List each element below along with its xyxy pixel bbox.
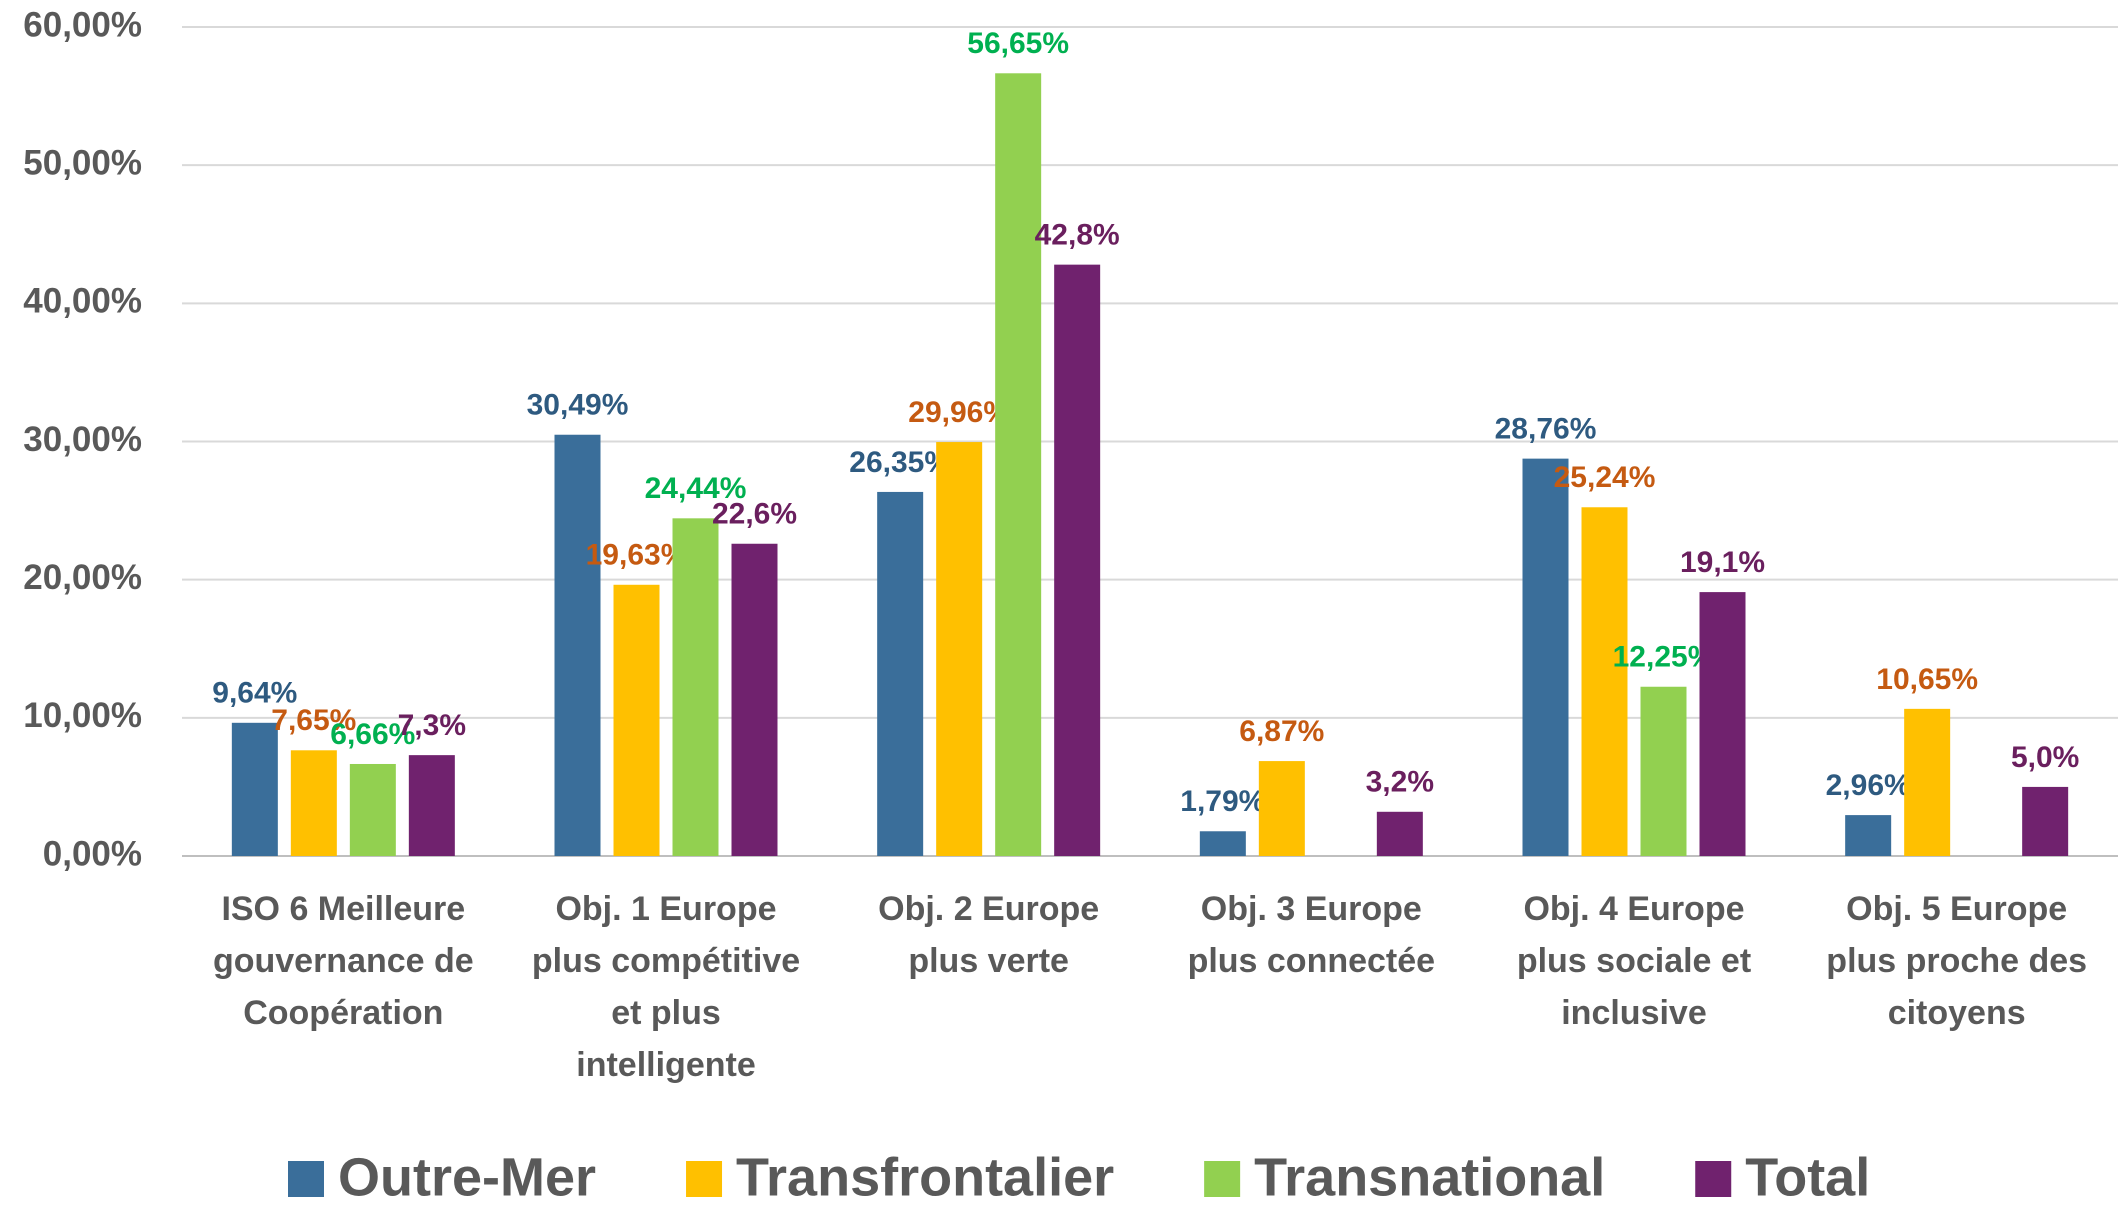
value-label: 29,96% <box>908 396 1010 429</box>
value-label: 12,25% <box>1613 641 1715 674</box>
legend-label: Transnational <box>1254 1147 1605 1206</box>
y-tick-label: 30,00% <box>23 420 142 459</box>
x-tick-label: Obj. 4 Europe plus sociale et inclusive <box>1517 890 1751 1032</box>
value-label: 6,66% <box>330 718 415 751</box>
bar <box>231 722 278 856</box>
y-tick-label: 20,00% <box>23 558 142 597</box>
legend-swatch <box>1695 1161 1732 1197</box>
value-label: 28,76% <box>1495 413 1597 446</box>
x-tick-label: Obj. 5 Europe plus proche des citoyens <box>1826 890 2087 1032</box>
bar <box>1054 264 1101 856</box>
value-label: 22,6% <box>712 498 797 531</box>
value-label: 19,1% <box>1680 546 1765 579</box>
bar <box>290 750 337 856</box>
y-tick-label: 50,00% <box>23 143 142 182</box>
legend-label: Outre-Mer <box>338 1147 596 1206</box>
bar <box>2022 786 2069 856</box>
bar <box>1258 761 1305 856</box>
y-tick-label: 10,00% <box>23 696 142 735</box>
bar <box>1199 831 1246 856</box>
value-label: 24,44% <box>645 472 747 505</box>
value-label: 9,64% <box>212 677 297 710</box>
bar <box>1845 815 1892 856</box>
bar <box>1581 507 1628 856</box>
bar <box>1522 458 1569 856</box>
value-label: 26,35% <box>849 446 951 479</box>
bar <box>672 518 719 856</box>
value-label: 42,8% <box>1035 219 1120 252</box>
bar <box>877 491 924 856</box>
bar <box>936 442 983 856</box>
value-label: 1,79% <box>1180 785 1265 818</box>
bar <box>554 434 601 856</box>
value-label: 25,24% <box>1554 461 1656 494</box>
legend-label: Total <box>1745 1147 1870 1206</box>
value-label: 10,65% <box>1876 663 1978 696</box>
bar <box>408 755 455 856</box>
bar <box>1904 708 1951 856</box>
legend-swatch <box>1204 1161 1241 1197</box>
legend-swatch <box>686 1161 723 1197</box>
y-tick-label: 60,00% <box>23 5 142 44</box>
legend-label: Transfrontalier <box>736 1147 1114 1206</box>
value-label: 56,65% <box>967 27 1069 60</box>
value-label: 7,65% <box>271 704 356 737</box>
bar <box>1699 592 1746 856</box>
y-tick-label: 0,00% <box>43 834 142 873</box>
x-tick-label: Obj. 1 Europe plus compétitive et plus inte… <box>532 890 800 1084</box>
x-tick-label: ISO 6 Meilleure gouvernance de Coopération <box>213 890 474 1032</box>
bar <box>349 763 396 856</box>
legend-swatch <box>288 1161 324 1197</box>
x-tick-label: Obj. 3 Europe plus connectée <box>1188 890 1436 980</box>
value-label: 19,63% <box>586 539 688 572</box>
bar <box>613 584 660 856</box>
bar <box>1376 811 1423 856</box>
value-label: 2,96% <box>1826 769 1911 802</box>
value-label: 6,87% <box>1239 715 1324 748</box>
bar <box>731 543 778 856</box>
value-label: 3,2% <box>1366 766 1434 799</box>
value-label: 5,0% <box>2011 741 2079 774</box>
value-label: 7,3% <box>398 709 466 742</box>
value-label: 30,49% <box>527 389 629 422</box>
x-tick-label: Obj. 2 Europe plus verte <box>878 890 1099 980</box>
bar <box>1640 686 1687 856</box>
y-tick-label: 40,00% <box>23 282 142 321</box>
bar <box>995 73 1042 857</box>
